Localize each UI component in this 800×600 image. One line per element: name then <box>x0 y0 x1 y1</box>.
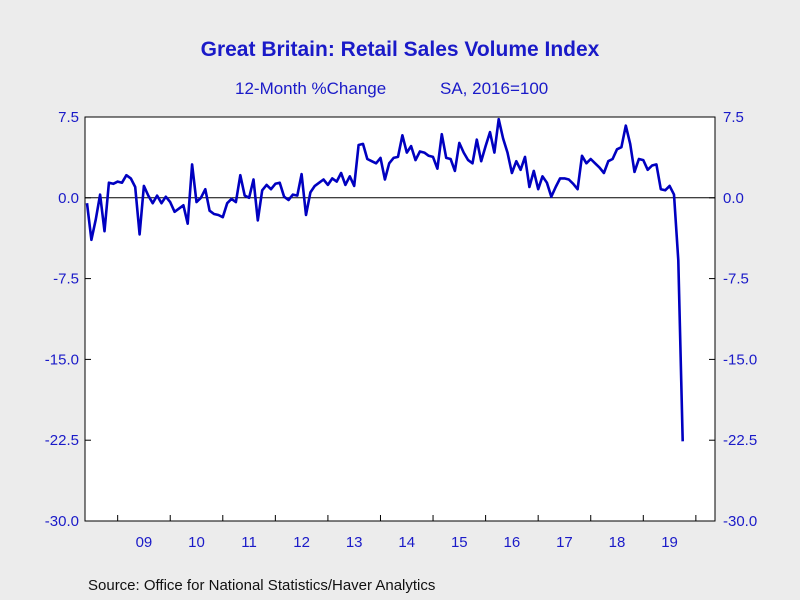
y-tick-label-right: -30.0 <box>723 513 757 530</box>
series-line <box>85 117 684 442</box>
chart-subtitle-measure: 12-Month %Change <box>235 79 387 98</box>
y-tick-label-right: -7.5 <box>723 271 749 288</box>
x-tick-label: 14 <box>398 534 415 551</box>
x-tick-label: 15 <box>451 534 468 551</box>
x-tick-label: 17 <box>556 534 573 551</box>
x-tick-label: 09 <box>136 534 153 551</box>
y-tick-label-left: -15.0 <box>45 351 79 368</box>
x-tick-label: 11 <box>241 534 257 551</box>
y-tick-label-left: 0.0 <box>58 190 79 207</box>
y-tick-label-right: 7.5 <box>723 109 744 126</box>
chart-subtitle-basis: SA, 2016=100 <box>440 79 549 98</box>
y-tick-label-left: 7.5 <box>58 109 79 126</box>
plot-area <box>84 116 716 522</box>
source-note: Source: Office for National Statistics/H… <box>88 577 436 594</box>
y-tick-label-right: -15.0 <box>723 351 757 368</box>
x-tick-label: 19 <box>661 534 678 551</box>
x-tick-label: 13 <box>346 534 363 551</box>
chart-title: Great Britain: Retail Sales Volume Index <box>200 38 600 61</box>
y-tick-label-left: -22.5 <box>45 432 79 449</box>
x-tick-label: 16 <box>504 534 521 551</box>
y-tick-label-right: 0.0 <box>723 190 744 207</box>
y-tick-label-left: -7.5 <box>53 271 79 288</box>
x-tick-label: 18 <box>609 534 626 551</box>
y-tick-label-right: -22.5 <box>723 432 757 449</box>
y-tick-label-left: -30.0 <box>45 513 79 530</box>
x-tick-label: 12 <box>293 534 310 551</box>
x-tick-label: 10 <box>188 534 205 551</box>
